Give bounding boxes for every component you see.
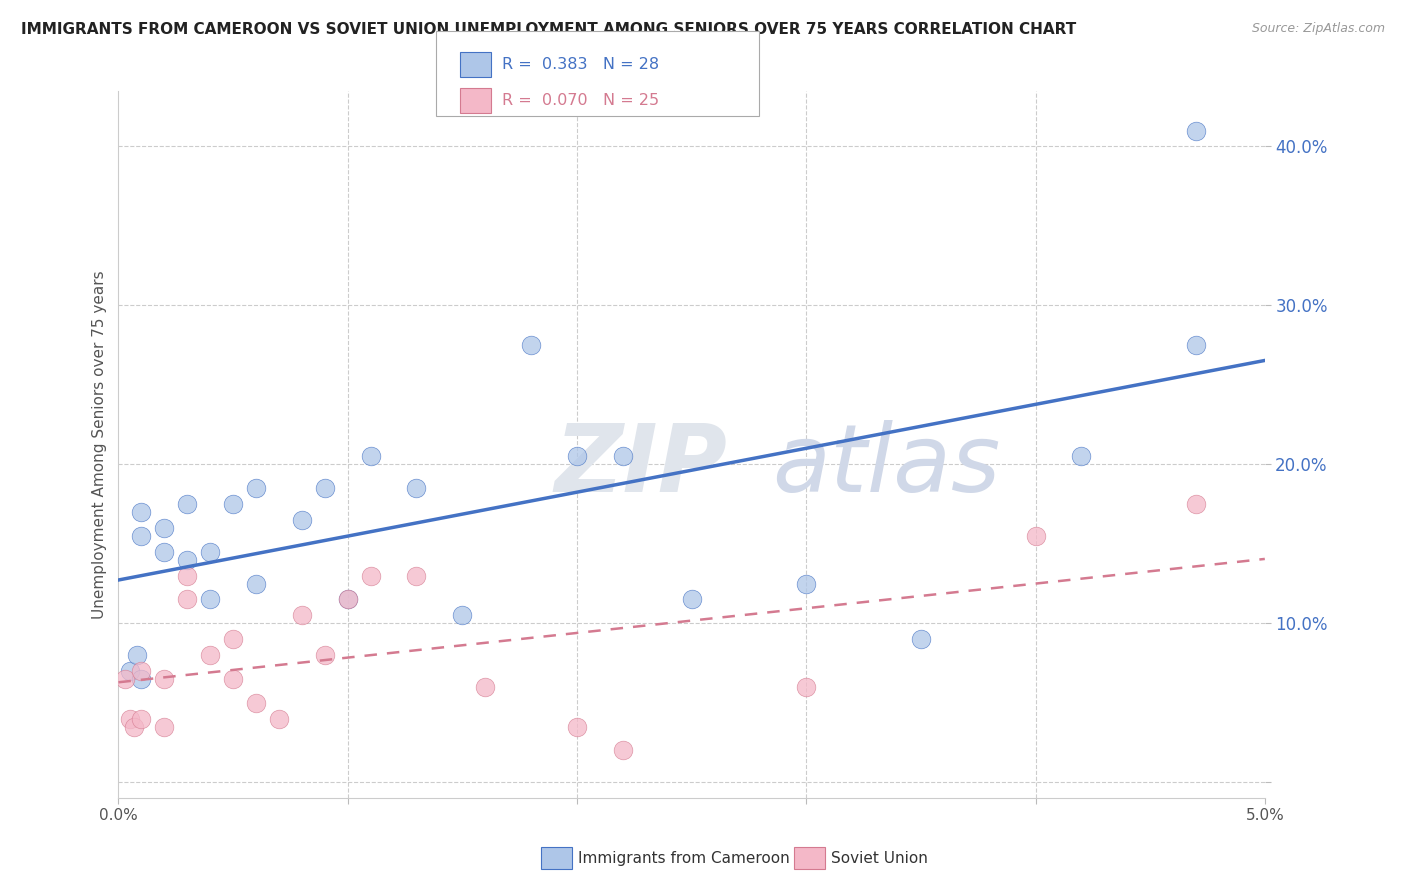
Point — [131, 505, 153, 519]
Point — [153, 521, 176, 535]
Point — [612, 450, 634, 464]
Point — [336, 592, 359, 607]
Text: IMMIGRANTS FROM CAMEROON VS SOVIET UNION UNEMPLOYMENT AMONG SENIORS OVER 75 YEAR: IMMIGRANTS FROM CAMEROON VS SOVIET UNION… — [21, 22, 1077, 37]
Point — [291, 513, 314, 527]
Point — [131, 712, 153, 726]
Point — [612, 743, 634, 757]
Point — [114, 672, 136, 686]
Point — [1185, 123, 1208, 137]
Point — [267, 712, 290, 726]
Point — [314, 648, 336, 662]
Text: ZIP: ZIP — [554, 419, 727, 512]
Point — [131, 664, 153, 678]
Point — [222, 497, 245, 511]
Point — [222, 632, 245, 647]
Point — [405, 481, 427, 495]
Point — [176, 568, 198, 582]
Point — [291, 608, 314, 623]
Point — [474, 680, 496, 694]
Point — [131, 529, 153, 543]
Text: atlas: atlas — [772, 420, 1000, 511]
Point — [198, 545, 221, 559]
Point — [405, 568, 427, 582]
Point — [794, 576, 817, 591]
Point — [1025, 529, 1047, 543]
Point — [198, 592, 221, 607]
Text: Soviet Union: Soviet Union — [831, 851, 928, 865]
Point — [360, 568, 382, 582]
Point — [245, 576, 267, 591]
Point — [153, 720, 176, 734]
Point — [520, 338, 543, 352]
Point — [910, 632, 932, 647]
Point — [131, 672, 153, 686]
Point — [125, 648, 148, 662]
Point — [565, 720, 588, 734]
Point — [245, 481, 267, 495]
Point — [1185, 497, 1208, 511]
Point — [118, 712, 141, 726]
Point — [153, 672, 176, 686]
Point — [1185, 338, 1208, 352]
Point — [681, 592, 703, 607]
Point — [176, 592, 198, 607]
Point — [176, 497, 198, 511]
Point — [118, 664, 141, 678]
Text: Immigrants from Cameroon: Immigrants from Cameroon — [578, 851, 790, 865]
Point — [198, 648, 221, 662]
Point — [794, 680, 817, 694]
Point — [153, 545, 176, 559]
Text: R =  0.070   N = 25: R = 0.070 N = 25 — [502, 93, 659, 108]
Point — [245, 696, 267, 710]
Point — [222, 672, 245, 686]
Point — [176, 552, 198, 566]
Point — [124, 720, 146, 734]
Point — [451, 608, 474, 623]
Text: R =  0.383   N = 28: R = 0.383 N = 28 — [502, 57, 659, 72]
Point — [1070, 450, 1092, 464]
Text: Source: ZipAtlas.com: Source: ZipAtlas.com — [1251, 22, 1385, 36]
Point — [336, 592, 359, 607]
Y-axis label: Unemployment Among Seniors over 75 years: Unemployment Among Seniors over 75 years — [93, 270, 107, 619]
Point — [360, 450, 382, 464]
Point — [314, 481, 336, 495]
Point — [565, 450, 588, 464]
